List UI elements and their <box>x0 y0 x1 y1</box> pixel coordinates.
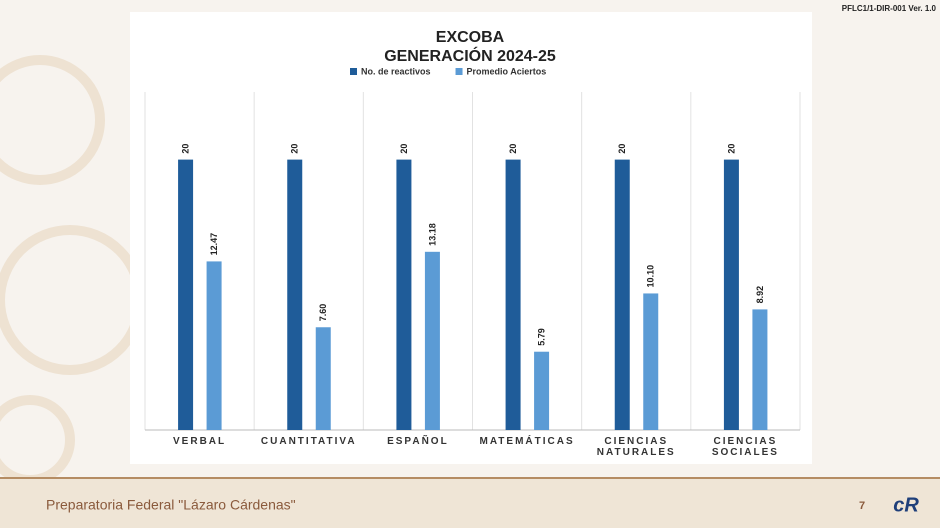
footer-band <box>0 478 940 528</box>
bar <box>206 261 222 430</box>
decoration <box>0 55 145 485</box>
bar <box>534 351 550 430</box>
chart-subtitle: GENERACIÓN 2024-25 <box>384 46 556 65</box>
value-label: 7.60 <box>318 304 328 322</box>
value-label: 20 <box>290 144 300 154</box>
x-tick-label: VERBAL <box>173 436 227 447</box>
value-label: 20 <box>617 144 627 154</box>
bar <box>723 159 739 430</box>
value-label: 20 <box>399 144 409 154</box>
legend-swatch <box>350 68 357 75</box>
page-number: 7 <box>859 500 865 512</box>
value-label: 8.92 <box>755 286 765 304</box>
legend-label: Promedio Aciertos <box>467 66 547 76</box>
bar <box>315 327 331 430</box>
value-label: 12.47 <box>209 233 219 256</box>
value-label: 20 <box>508 144 518 154</box>
value-label: 20 <box>726 144 736 154</box>
footer-school: Preparatoria Federal "Lázaro Cárdenas" <box>46 497 296 513</box>
logo: cR <box>893 494 919 516</box>
chart-title: EXCOBA <box>436 29 505 46</box>
doc-code: PFLC1/1-DIR-001 Ver. 1.0 <box>842 4 937 13</box>
x-tick-label: ESPAÑOL <box>387 436 449 447</box>
bar <box>643 293 659 430</box>
x-tick-label: MATEMÁTICAS <box>479 436 575 447</box>
bar <box>178 159 194 430</box>
x-tick-label: CIENCIAS NATURALES <box>596 436 676 458</box>
value-label: 13.18 <box>427 223 437 246</box>
value-label: 5.79 <box>536 328 546 346</box>
bar <box>424 251 440 430</box>
x-tick-label: CIENCIAS SOCIALES <box>711 436 779 458</box>
bar <box>287 159 303 430</box>
bar <box>505 159 521 430</box>
bar <box>396 159 412 430</box>
bar <box>614 159 630 430</box>
legend-label: No. de reactivos <box>361 66 431 76</box>
value-label: 10.10 <box>646 265 656 288</box>
chart-card <box>130 12 812 464</box>
bar <box>752 309 768 430</box>
value-label: 20 <box>180 144 190 154</box>
legend-swatch <box>455 68 463 75</box>
x-tick-label: CUANTITATIVA <box>260 436 357 447</box>
